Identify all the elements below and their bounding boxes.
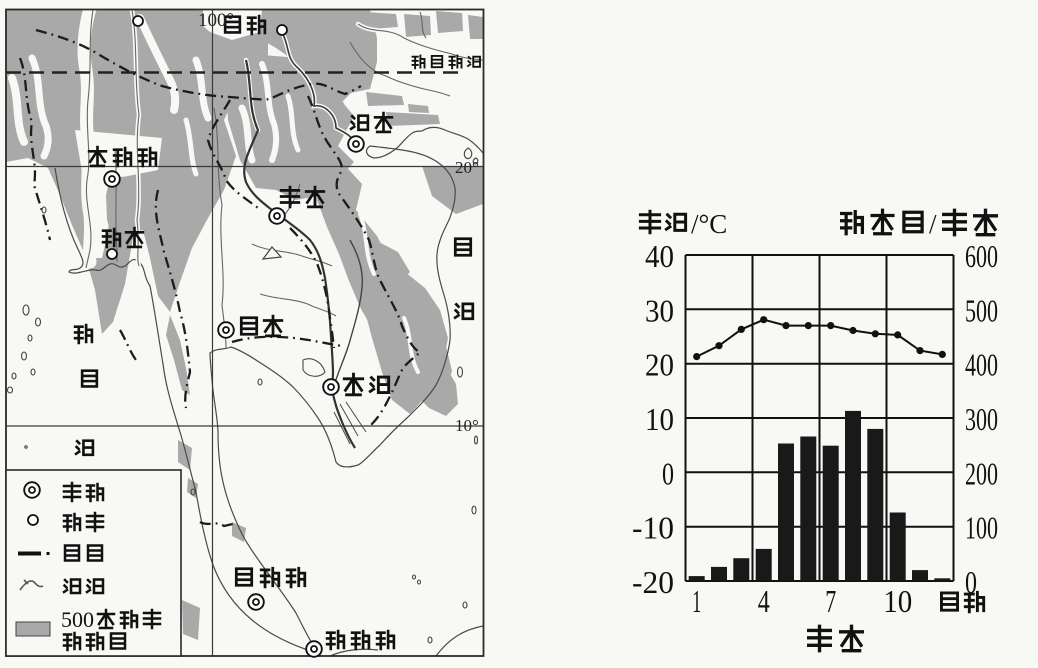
svg-text:1: 1 [692,583,701,619]
svg-text:500: 500 [61,607,94,632]
svg-text:4: 4 [758,583,770,619]
svg-text:-20: -20 [632,564,674,600]
svg-text:10°: 10° [455,416,479,435]
svg-text:20°: 20° [455,158,479,177]
svg-text:200: 200 [965,455,998,491]
svg-text:100°: 100° [198,10,234,31]
svg-text:0: 0 [662,455,674,491]
svg-text:/°C: /°C [691,209,727,239]
svg-text:7: 7 [825,583,836,619]
svg-text:600: 600 [965,238,998,274]
svg-text:400: 400 [965,347,998,383]
svg-text:20: 20 [645,347,674,383]
svg-text:500: 500 [965,292,998,328]
svg-text:100: 100 [965,510,998,546]
svg-text:0: 0 [965,564,977,600]
svg-text:40: 40 [645,238,674,274]
svg-text:10: 10 [645,401,674,437]
svg-text:30: 30 [645,292,674,328]
svg-text:/: / [929,209,937,239]
svg-text:-10: -10 [632,510,674,546]
svg-text:300: 300 [965,401,998,437]
svg-text:10: 10 [883,583,912,619]
